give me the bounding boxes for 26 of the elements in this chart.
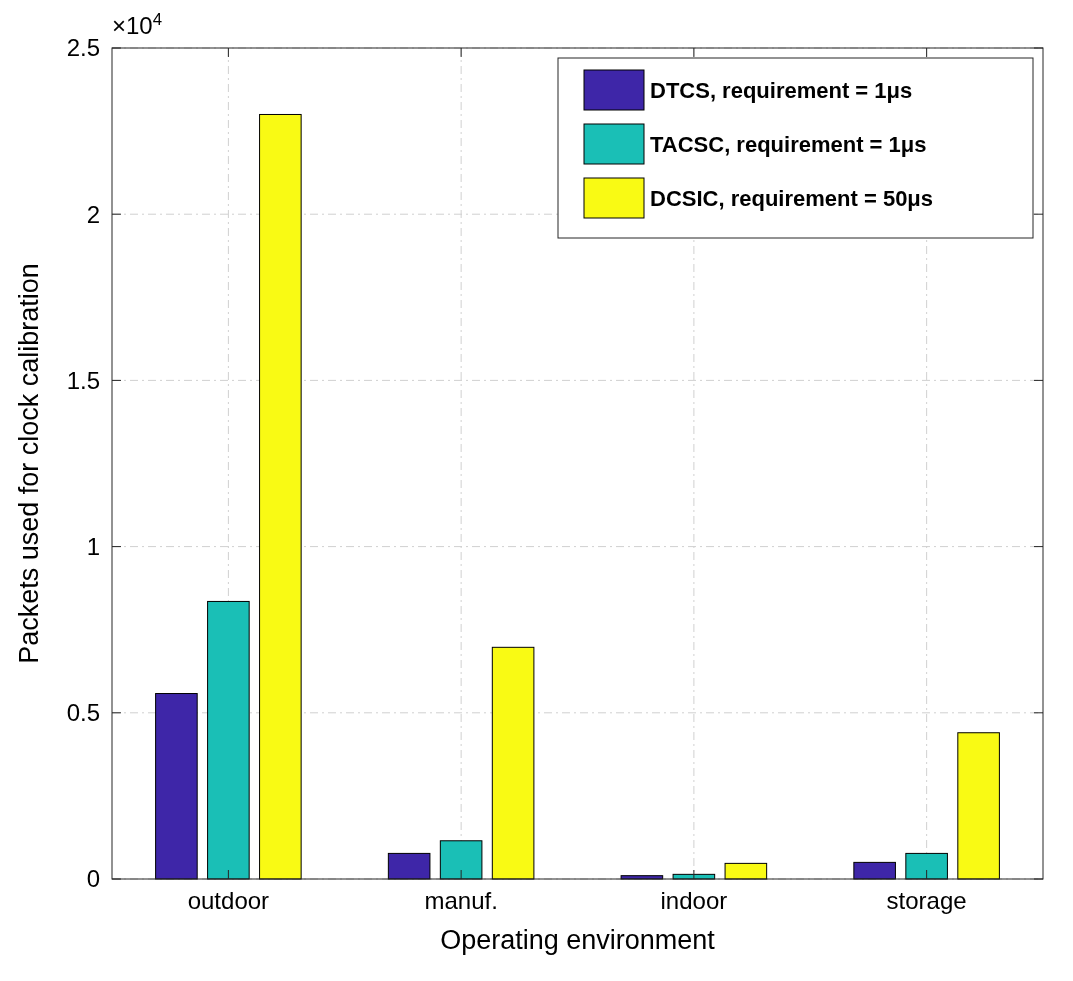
- x-tick-label: manuf.: [424, 887, 498, 914]
- y-tick-label: 0.5: [66, 699, 100, 727]
- y-tick-label: 2: [86, 200, 100, 228]
- x-tick-label: storage: [886, 887, 967, 914]
- bar: [439, 840, 483, 880]
- legend-label: DTCS, requirement = 1μs: [650, 77, 913, 103]
- bar: [387, 852, 431, 880]
- bar: [155, 693, 198, 880]
- bar: [957, 732, 1000, 880]
- bar: [259, 113, 302, 880]
- x-tick-label: indoor: [660, 887, 728, 914]
- y-tick-label: 2.5: [66, 34, 100, 62]
- bar: [491, 646, 535, 880]
- x-axis-title: Operating environment: [440, 925, 716, 955]
- legend-label: TACSC, requirement = 1μs: [650, 131, 927, 157]
- y-axis-title: Packets used for clock calibration: [14, 263, 44, 664]
- y-tick-label: 1: [86, 533, 100, 560]
- x-tick-label: outdoor: [187, 887, 270, 914]
- bar: [207, 600, 250, 880]
- text: ×10$^{4}$: [112, 9, 163, 39]
- y-tick-label: 1.5: [66, 366, 100, 394]
- legend-label: DCSIC, requirement = 50μs: [650, 185, 934, 211]
- bar: [905, 852, 948, 880]
- y-tick-label: 0: [86, 865, 100, 893]
- bar: [724, 862, 768, 880]
- bar: [853, 861, 896, 880]
